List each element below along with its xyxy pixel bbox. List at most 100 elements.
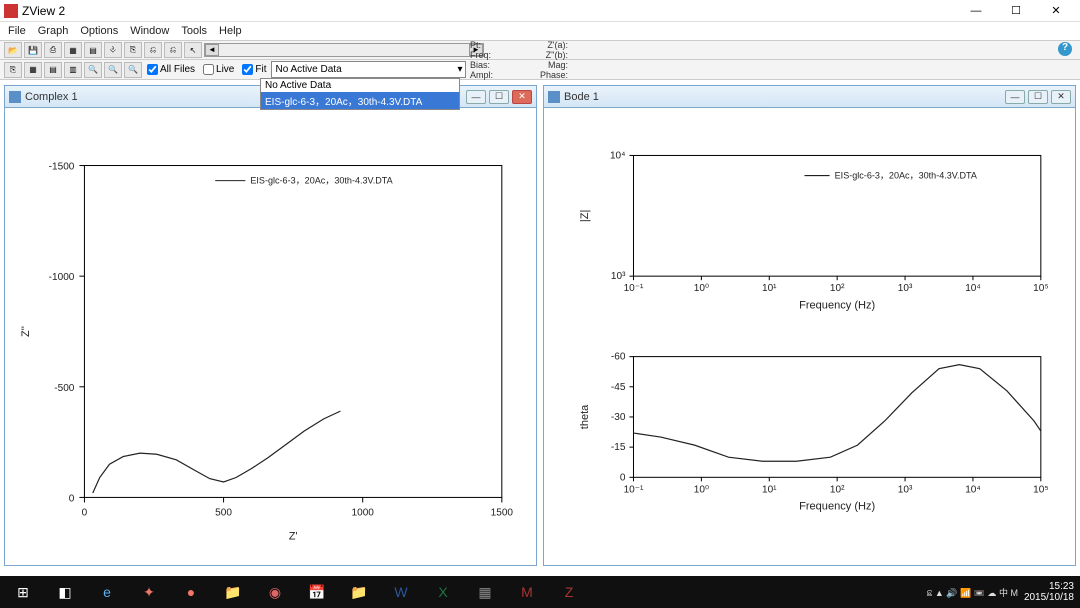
active-data-dropdown: No Active Data EIS-glc-6-3，20Ac，30th-4.3…	[260, 78, 460, 110]
scroll-left-icon[interactable]: ◄	[205, 44, 219, 56]
svg-text:theta: theta	[579, 404, 591, 429]
svg-text:|Z|: |Z|	[579, 210, 591, 223]
workspace: Complex 1 — ☐ ✕ 0500100015000-500-1000-1…	[4, 85, 1076, 566]
zoom-in-icon[interactable]: 🔍	[84, 62, 102, 78]
svg-text:-60: -60	[611, 352, 626, 363]
tool-save-icon[interactable]: 💾	[24, 42, 42, 58]
app-icon	[4, 4, 18, 18]
minimize-button[interactable]: —	[956, 1, 996, 21]
tool-icon[interactable]: ⎌	[164, 42, 182, 58]
svg-text:-1000: -1000	[49, 272, 75, 283]
taskbar-item[interactable]: 📁	[338, 577, 380, 607]
svg-text:-500: -500	[54, 383, 75, 394]
tool-pointer-icon[interactable]: ↖	[184, 42, 202, 58]
svg-text:10⁻¹: 10⁻¹	[624, 283, 644, 294]
taskbar-clock[interactable]: 15:232015/10/18	[1024, 581, 1078, 603]
taskbar-item[interactable]: ⊞	[2, 577, 44, 607]
window-buttons: — ☐ ✕	[956, 1, 1076, 21]
help-icon[interactable]: ?	[1058, 42, 1072, 56]
tool-print-icon[interactable]: ⎙	[44, 42, 62, 58]
menu-window[interactable]: Window	[126, 25, 173, 37]
taskbar-item[interactable]: 📁	[212, 577, 254, 607]
tool-icon[interactable]: ▦	[24, 62, 42, 78]
svg-text:Z': Z'	[289, 531, 298, 543]
tool-icon[interactable]: ▦	[64, 42, 82, 58]
taskbar-item[interactable]: Z	[548, 577, 590, 607]
panel-icon	[548, 91, 560, 103]
panel-min-button[interactable]: —	[1005, 90, 1025, 104]
panel-max-button[interactable]: ☐	[1028, 90, 1048, 104]
panel-close-button[interactable]: ✕	[1051, 90, 1071, 104]
taskbar-item[interactable]: ●	[170, 577, 212, 607]
app-titlebar: ZView 2 — ☐ ✕	[0, 0, 1080, 22]
status-panel-1: Pt:Freq:Bias:Ampl:	[470, 40, 493, 80]
live-checkbox[interactable]: Live	[203, 64, 234, 75]
taskbar-item[interactable]: X	[422, 577, 464, 607]
svg-text:10²: 10²	[830, 283, 845, 294]
taskbar-item[interactable]: 📅	[296, 577, 338, 607]
panel-min-button[interactable]: —	[466, 90, 486, 104]
dropdown-option[interactable]: No Active Data	[261, 79, 459, 92]
svg-text:500: 500	[215, 508, 232, 519]
tool-icon[interactable]: ⎀	[104, 42, 122, 58]
svg-text:10⁰: 10⁰	[694, 283, 709, 294]
panel-close-button[interactable]: ✕	[512, 90, 532, 104]
panel-icon	[9, 91, 21, 103]
fit-checkbox[interactable]: Fit	[242, 64, 266, 75]
allfiles-checkbox[interactable]: All Files	[147, 64, 195, 75]
taskbar-item[interactable]: ✦	[128, 577, 170, 607]
svg-text:10¹: 10¹	[762, 484, 777, 495]
svg-text:-30: -30	[611, 412, 626, 423]
svg-text:10⁵: 10⁵	[1033, 283, 1048, 294]
svg-text:10⁴: 10⁴	[610, 150, 626, 161]
close-button[interactable]: ✕	[1036, 1, 1076, 21]
tool-icon[interactable]: ▤	[44, 62, 62, 78]
svg-text:10⁴: 10⁴	[965, 283, 981, 294]
zoom-fit-icon[interactable]: 🔍	[124, 62, 142, 78]
svg-text:-1500: -1500	[49, 162, 75, 173]
app-title: ZView 2	[22, 4, 956, 18]
maximize-button[interactable]: ☐	[996, 1, 1036, 21]
panel-title-text: Bode 1	[564, 91, 1005, 103]
menu-graph[interactable]: Graph	[34, 25, 73, 37]
menu-tools[interactable]: Tools	[177, 25, 211, 37]
svg-text:Frequency (Hz): Frequency (Hz)	[799, 500, 875, 512]
panel-max-button[interactable]: ☐	[489, 90, 509, 104]
svg-text:EIS-glc-6-3，20Ac，30th-4.3V.DTA: EIS-glc-6-3，20Ac，30th-4.3V.DTA	[250, 176, 393, 186]
svg-text:-45: -45	[611, 382, 626, 393]
status-panel-2: Z'(a):Z''(b):Mag:Phase:	[540, 40, 568, 80]
svg-text:EIS-glc-6-3，20Ac，30th-4.3V.DTA: EIS-glc-6-3，20Ac，30th-4.3V.DTA	[835, 171, 978, 181]
tool-icon[interactable]: ▥	[64, 62, 82, 78]
menu-options[interactable]: Options	[76, 25, 122, 37]
svg-text:10¹: 10¹	[762, 283, 777, 294]
tool-open-icon[interactable]: 📂	[4, 42, 22, 58]
taskbar-item[interactable]: e	[86, 577, 128, 607]
menu-file[interactable]: File	[4, 25, 30, 37]
tool-icon[interactable]: ⎌	[144, 42, 162, 58]
tool-icon[interactable]: ⎘	[4, 62, 22, 78]
zoom-out-icon[interactable]: 🔍	[104, 62, 122, 78]
tool-icon[interactable]: ⎘	[124, 42, 142, 58]
panel-complex: Complex 1 — ☐ ✕ 0500100015000-500-1000-1…	[4, 85, 537, 566]
svg-text:10⁵: 10⁵	[1033, 484, 1048, 495]
system-tray[interactable]: ଛ ▲ 🔊 📶 📼 ☁ 中 M	[921, 586, 1024, 599]
data-scrollbar[interactable]: ◄ ►	[204, 43, 484, 57]
bode-plot: 10⁻¹10⁰10¹10²10³10⁴10⁵10³10⁴Frequency (H…	[548, 112, 1071, 561]
svg-text:0: 0	[82, 508, 88, 519]
taskbar: ⊞◧e✦●📁◉📅📁WX▦MZ ଛ ▲ 🔊 📶 📼 ☁ 中 M 15:232015…	[0, 576, 1080, 608]
taskbar-item[interactable]: W	[380, 577, 422, 607]
svg-text:10²: 10²	[830, 484, 845, 495]
taskbar-item[interactable]: ◧	[44, 577, 86, 607]
taskbar-item[interactable]: ◉	[254, 577, 296, 607]
tool-icon[interactable]: ▤	[84, 42, 102, 58]
svg-text:Frequency (Hz): Frequency (Hz)	[799, 299, 875, 311]
taskbar-item[interactable]: ▦	[464, 577, 506, 607]
active-data-combo[interactable]: No Active Data ▾	[271, 61, 466, 78]
taskbar-item[interactable]: M	[506, 577, 548, 607]
panel-titlebar: Bode 1 — ☐ ✕	[544, 86, 1075, 108]
menu-help[interactable]: Help	[215, 25, 246, 37]
dropdown-option-selected[interactable]: EIS-glc-6-3，20Ac，30th-4.3V.DTA	[261, 92, 459, 109]
menubar: File Graph Options Window Tools Help	[0, 22, 1080, 40]
svg-text:Z'': Z''	[20, 326, 32, 337]
svg-text:10⁴: 10⁴	[965, 484, 981, 495]
